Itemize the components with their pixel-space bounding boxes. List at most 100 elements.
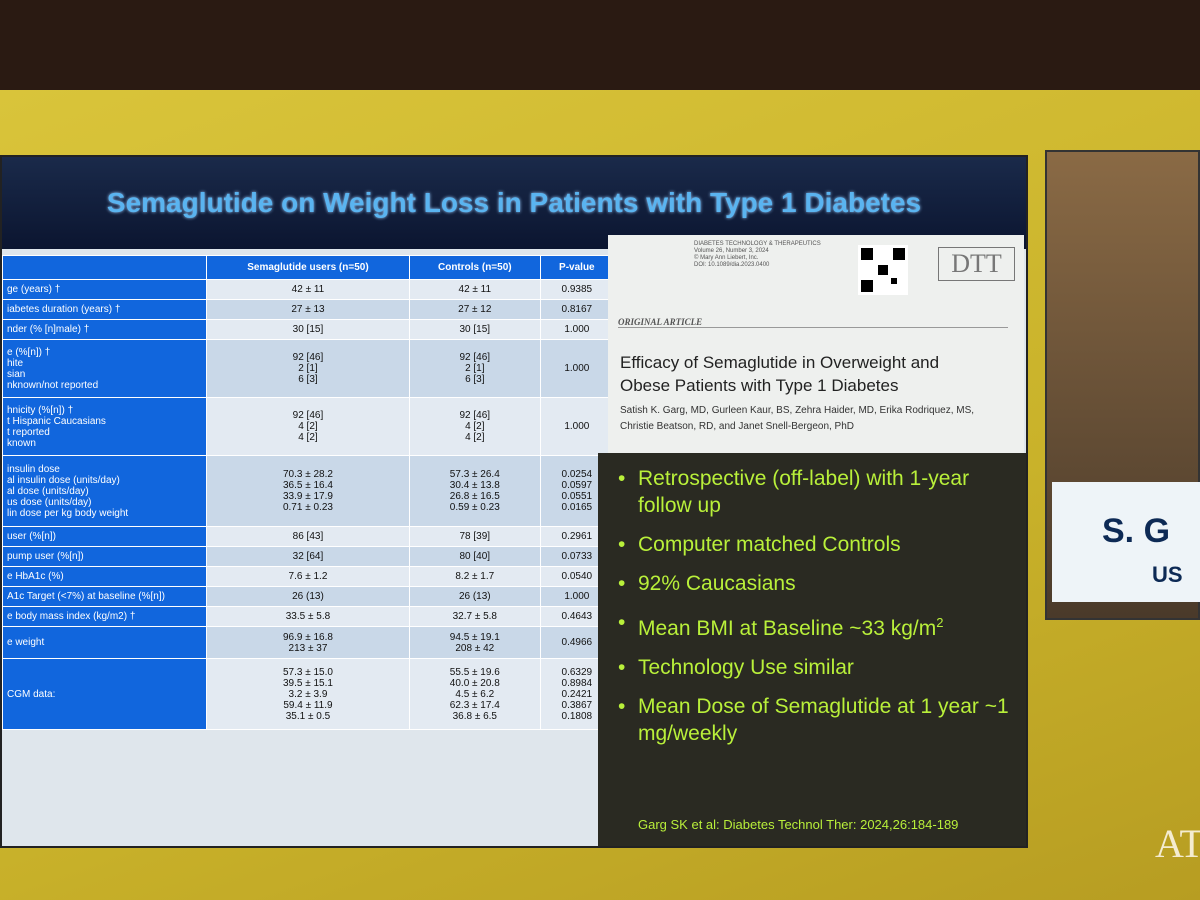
cell-line: 59.4 ± 11.9 [283,699,333,711]
cell-line: 27 ± 13 [291,304,325,315]
cell-line: 0.0165 [561,502,593,513]
corner-logo: AT [1155,821,1200,866]
table-cell: 92 [46] 2 [1] 6 [3] [408,339,541,398]
cell-line: 0.0551 [561,491,593,502]
article-title: Efficacy of Semaglutide in Overweight an… [620,353,940,395]
label-line: e body mass index (kg/m2) † [7,611,136,622]
cell-line: 32 [64] [292,551,324,562]
cell-line: 0.8984 [561,677,593,689]
cell-line: 26 (13) [292,591,324,602]
speaker-name: S. G [1102,512,1171,550]
table-cell: 80 [40] [408,546,541,567]
table-row: A1c Target (<7%) at baseline (%[n]) 26 (1… [2,586,615,607]
table-row: nder (% [n]male) † 30 [15] 30 [15] 1.000 [2,319,615,340]
table-cell: 8.2 ± 1.7 [408,566,541,587]
cell-line: 35.1 ± 0.5 [285,710,331,722]
table-cell: 33.5 ± 5.8 [206,606,410,627]
header-row: Semaglutide users (n=50) Controls (n=50) P… [2,255,615,280]
row-label: ge (years) † [2,279,207,300]
cell-line: 40.0 ± 20.8 [449,677,500,689]
row-label: pump user (%[n]) [2,546,207,567]
cell-line: 0.8167 [561,304,593,315]
cell-line: 4.5 ± 6.2 [455,688,495,700]
cell-line: 30.4 ± 13.8 [449,480,500,491]
table-cell: 70.3 ± 28.2 36.5 ± 16.4 33.9 ± 17.9 0.71 ± … [206,455,410,527]
journal-line: DIABETES TECHNOLOGY & THERAPEUTICS [694,241,821,247]
label-line: e HbA1c (%) [7,571,64,582]
table-cell: 86 [43] [206,526,410,547]
row-label: hnicity (%[n]) † t Hispanic Caucasians t r… [2,397,207,456]
label-line: e (%[n]) † [7,346,51,358]
table-cell: 32 [64] [206,546,410,567]
citation: Garg SK et al: Diabetes Technol Ther: 20… [638,817,959,832]
row-label: A1c Target (<7%) at baseline (%[n]) [2,586,207,607]
cell-line: 4 [2] [298,432,318,443]
cell-line: 92 [46] [292,410,324,421]
cell-line: 208 ± 42 [455,642,495,654]
table-cell: 1.000 [539,319,615,340]
cell-line: 42 ± 11 [291,284,325,295]
cell-line: 92 [46] [459,410,491,421]
label-line: hite [7,357,24,369]
table-cell: 55.5 ± 19.6 40.0 ± 20.8 4.5 ± 6.2 62.3 ± 17… [408,658,541,730]
cell-line: 3.2 ± 3.9 [288,688,328,700]
table-cell: 92 [46] 4 [2] 4 [2] [206,397,410,456]
bullet: Technology Use similar [608,654,1014,681]
journal-line: DOI: 10.1089/dia.2023.0400 [694,262,770,268]
journal-line: Volume 26, Number 3, 2024 [694,248,769,254]
label-line: e weight [7,637,45,648]
row-label: e body mass index (kg/m2) † [2,606,207,627]
cell-line: 4 [2] [465,421,485,432]
cell-line: 0.4966 [561,637,593,648]
label-line: t Hispanic Caucasians [7,415,106,427]
cell-line: 0.6329 [561,666,593,678]
label-line: al insulin dose (units/day) [7,474,120,486]
qr-code [858,245,908,295]
table-row: e HbA1c (%) 7.6 ± 1.2 8.2 ± 1.7 0.0540 [2,566,615,587]
table-row: hnicity (%[n]) † t Hispanic Caucasians t r… [2,397,615,456]
header-cell: Controls (n=50) [408,255,541,280]
table-cell: 27 ± 13 [206,299,410,320]
cell-line: 1.000 [564,591,590,602]
cell-line: 1.000 [564,324,590,335]
cell-line: 32.7 ± 5.8 [452,611,497,622]
name-banner: S. G US [1052,482,1200,602]
label-line: iabetes duration (years) † [7,304,121,315]
row-label: CGM data: [2,658,207,730]
label-line: nder (% [n]male) † [7,324,90,335]
table-row: e weight 96.9 ± 16.8 213 ± 37 94.5 ± 19.1 20… [2,626,615,659]
cell-line: 92 [46] [459,352,491,363]
bullet: 92% Caucasians [608,570,1014,597]
table-cell: 0.8167 [539,299,615,320]
cell-line: 0.0733 [561,551,593,562]
table-row: insulin dose al insulin dose (units/day) a… [2,455,615,527]
table-row: CGM data: 57.3 ± 15.0 39.5 ± 15.1 3.2 ± 3.9… [2,658,615,730]
table-row: e body mass index (kg/m2) † 33.5 ± 5.8 32.… [2,606,615,627]
label-line: known [7,437,36,449]
cell-line: 4 [2] [465,432,485,443]
bullet-text: Mean Dose of Semaglutide at 1 year ~1 mg… [638,695,1009,745]
article-section: ORIGINAL ARTICLE [618,317,1008,328]
table-cell: 0.9385 [539,279,615,300]
table-cell: 30 [15] [206,319,410,340]
cell-line: 2 [1] [465,363,485,374]
cell-line: 0.3867 [561,699,593,711]
bullet: Computer matched Controls [608,531,1014,558]
row-label: e weight [2,626,207,659]
cell-line: 0.0254 [561,469,593,480]
table-cell: 26 (13) [408,586,541,607]
cell-line: 0.4643 [561,611,593,622]
cell-line: 57.3 ± 15.0 [282,666,333,678]
bullet-text: Computer matched Controls [638,533,901,556]
table-cell: 42 ± 11 [408,279,541,300]
row-label: insulin dose al insulin dose (units/day) a… [2,455,207,527]
table-cell: 27 ± 12 [408,299,541,320]
label-line: t reported [7,426,50,438]
speaker-screen: S. G US [1045,150,1200,620]
cell-line: 0.59 ± 0.23 [449,502,500,513]
row-label: iabetes duration (years) † [2,299,207,320]
table-cell: 1.000 [539,397,615,456]
cell-line: 96.9 ± 16.8 [282,631,333,643]
table-row: iabetes duration (years) † 27 ± 13 27 ± 12… [2,299,615,320]
